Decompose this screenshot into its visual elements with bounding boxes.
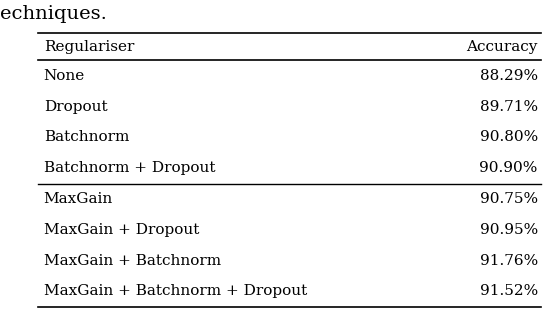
Text: MaxGain + Batchnorm + Dropout: MaxGain + Batchnorm + Dropout (44, 285, 307, 299)
Text: 90.75%: 90.75% (480, 192, 538, 206)
Text: Regulariser: Regulariser (44, 39, 134, 54)
Text: 90.95%: 90.95% (479, 223, 538, 237)
Text: None: None (44, 69, 85, 83)
Text: Batchnorm: Batchnorm (44, 131, 129, 144)
Text: 88.29%: 88.29% (480, 69, 538, 83)
Text: 91.52%: 91.52% (479, 285, 538, 299)
Text: 90.90%: 90.90% (479, 161, 538, 175)
Text: 89.71%: 89.71% (480, 100, 538, 114)
Text: MaxGain + Dropout: MaxGain + Dropout (44, 223, 199, 237)
Text: Batchnorm + Dropout: Batchnorm + Dropout (44, 161, 215, 175)
Text: echniques.: echniques. (0, 5, 107, 23)
Text: Accuracy: Accuracy (466, 39, 538, 54)
Text: Dropout: Dropout (44, 100, 108, 114)
Text: MaxGain: MaxGain (44, 192, 113, 206)
Text: 90.80%: 90.80% (479, 131, 538, 144)
Text: MaxGain + Batchnorm: MaxGain + Batchnorm (44, 254, 221, 268)
Text: 91.76%: 91.76% (479, 254, 538, 268)
